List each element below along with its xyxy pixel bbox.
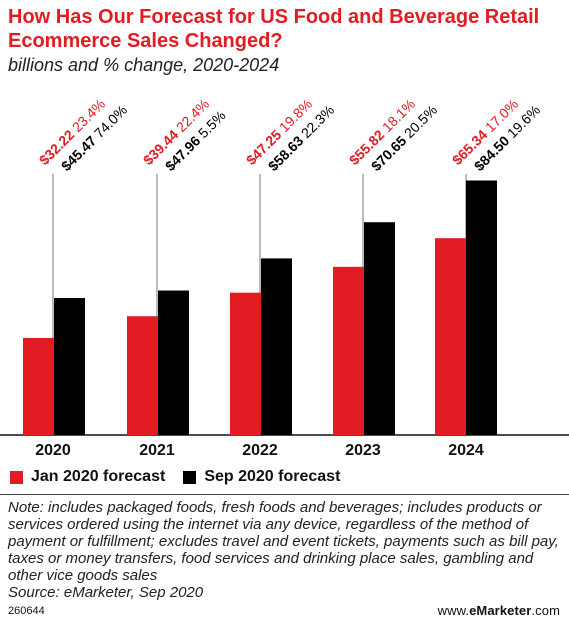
sep-forecast-bar-2022 (261, 258, 292, 435)
legend-item-sep: Sep 2020 forecast (183, 468, 340, 486)
legend-swatch-sep (183, 470, 197, 484)
jan-forecast-bar-2021 (127, 316, 158, 435)
chart-legend: Jan 2020 forecast Sep 2020 forecast (10, 468, 340, 486)
brand-suffix: .com (531, 603, 560, 618)
chart-title: How Has Our Forecast for US Food and Bev… (8, 6, 540, 52)
brand-prefix: www. (437, 603, 470, 618)
bar-chart: 2020$32.22 23.4%$45.47 74.0%2021$39.44 2… (0, 96, 569, 459)
sep-forecast-bar-2023 (364, 222, 395, 435)
x-tick-2020: 2020 (35, 442, 71, 459)
jan-forecast-bar-2024 (435, 238, 466, 435)
brand-name: eMarketer (469, 603, 532, 618)
jan-forecast-bar-2020 (23, 337, 54, 435)
legend-label-jan: Jan 2020 forecast (31, 468, 166, 485)
jan-forecast-bar-2022 (230, 292, 261, 435)
note-divider (0, 494, 569, 495)
x-tick-2023: 2023 (345, 442, 381, 459)
x-tick-2022: 2022 (242, 442, 278, 459)
sep-forecast-bar-2024 (466, 180, 497, 435)
legend-swatch-jan (10, 470, 23, 484)
legend-item-jan: Jan 2020 forecast (10, 468, 165, 486)
sep-forecast-bar-2021 (158, 290, 189, 435)
note-text: Note: includes packaged foods, fresh foo… (8, 499, 559, 584)
source-text: Source: eMarketer, Sep 2020 (8, 584, 204, 601)
x-tick-2024: 2024 (448, 442, 484, 459)
brand-url: www.eMarketer.com (438, 603, 560, 618)
legend-label-sep: Sep 2020 forecast (204, 468, 341, 485)
chart-id: 260644 (8, 605, 45, 617)
chart-subtitle: billions and % change, 2020-2024 (8, 55, 280, 75)
jan-forecast-bar-2023 (333, 266, 364, 435)
sep-forecast-bar-2020 (54, 298, 85, 435)
chart-note: Note: includes packaged foods, fresh foo… (8, 499, 560, 601)
x-tick-2021: 2021 (139, 442, 175, 459)
